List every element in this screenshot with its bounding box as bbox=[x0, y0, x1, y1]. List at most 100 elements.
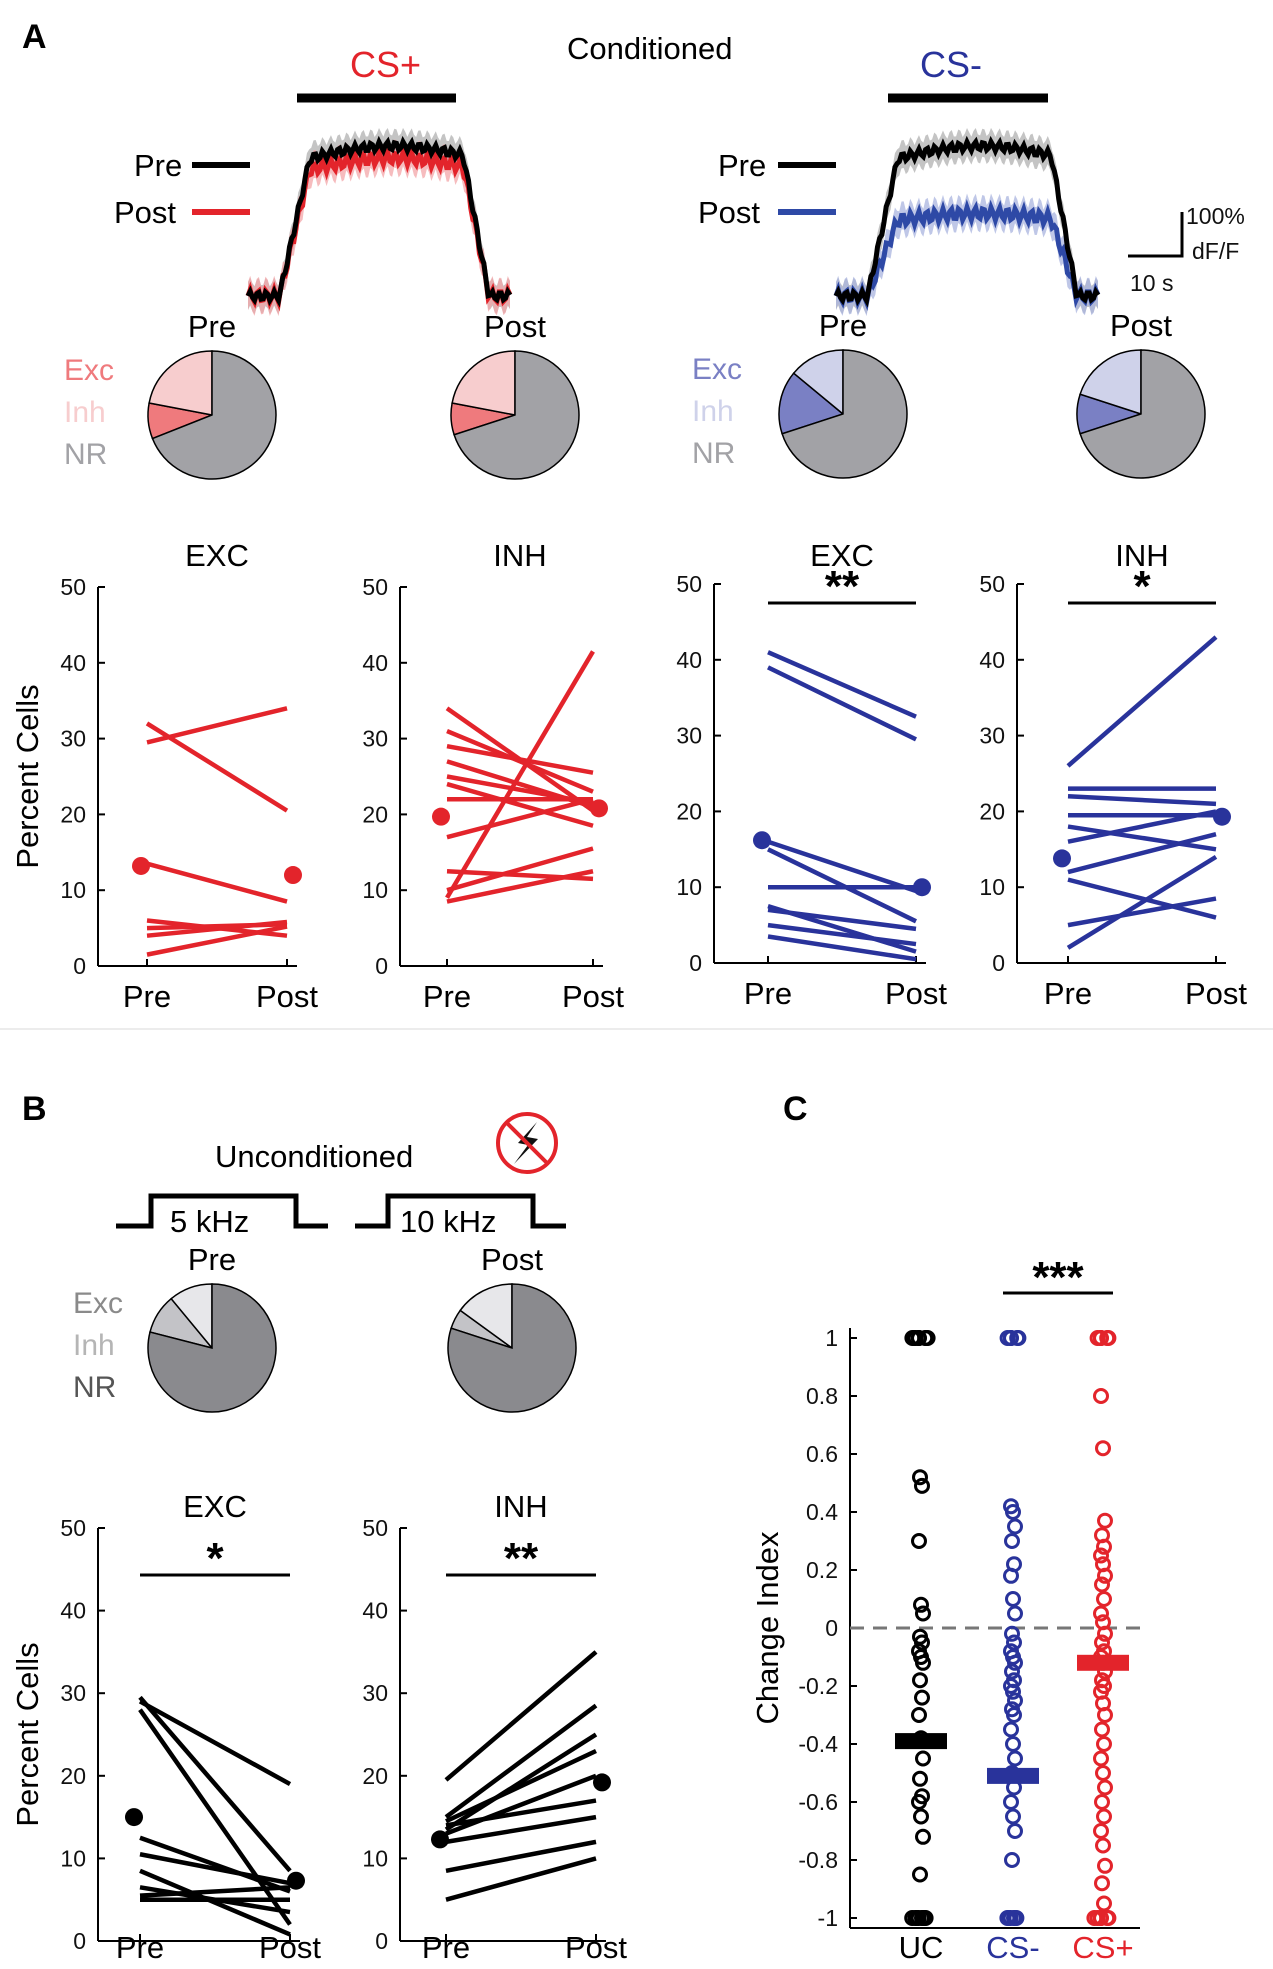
paired-line bbox=[445, 1856, 597, 1902]
paired-line bbox=[445, 1839, 597, 1873]
y-tick-label: 50 bbox=[362, 574, 388, 600]
paired-line bbox=[1067, 793, 1217, 807]
y-axis-label: Change Index bbox=[750, 1531, 785, 1725]
data-point bbox=[1096, 1736, 1112, 1752]
data-point bbox=[1093, 1547, 1109, 1564]
data-point bbox=[1007, 1823, 1023, 1839]
y-tick-label: 40 bbox=[362, 650, 388, 676]
paired-line bbox=[767, 650, 917, 719]
pie-slice-inh bbox=[148, 350, 213, 416]
x-tick-label: Pre bbox=[423, 979, 471, 1014]
data-point bbox=[1096, 1808, 1112, 1825]
mean-dot-pre bbox=[1053, 849, 1071, 868]
legend-pre-label: Pre bbox=[718, 148, 766, 183]
paired-line bbox=[445, 1798, 597, 1828]
data-point bbox=[1094, 1576, 1110, 1593]
paired-line bbox=[139, 1835, 291, 1894]
data-point bbox=[1006, 1634, 1022, 1651]
y-tick-label: 10 bbox=[60, 877, 86, 903]
pie-legend-inh: Inh bbox=[73, 1329, 115, 1362]
data-point bbox=[1006, 1707, 1022, 1723]
panel-a-title: Conditioned bbox=[567, 31, 732, 66]
data-point bbox=[1100, 1330, 1117, 1346]
paired-line bbox=[139, 1852, 291, 1886]
data-point bbox=[1097, 1512, 1113, 1529]
post-trace bbox=[833, 199, 1101, 312]
pie-legend-exc: Exc bbox=[692, 353, 742, 386]
data-point bbox=[915, 1828, 931, 1845]
pie-chart: Post bbox=[1076, 308, 1206, 479]
pie-slice-nr bbox=[447, 1283, 577, 1413]
y-tick-label: 0.6 bbox=[806, 1441, 838, 1467]
pie-slice-nr bbox=[781, 349, 908, 479]
data-point bbox=[1093, 1750, 1109, 1767]
y-tick-label: 30 bbox=[362, 1680, 388, 1706]
stim-label: CS- bbox=[920, 44, 982, 85]
y-tick-label: 20 bbox=[362, 801, 388, 827]
data-point bbox=[1003, 1794, 1019, 1810]
pie-slice-inh bbox=[1079, 349, 1142, 416]
paired-line bbox=[767, 922, 917, 947]
data-point bbox=[911, 1707, 927, 1723]
y-tick-label: 0.2 bbox=[806, 1557, 838, 1583]
data-point bbox=[911, 1794, 927, 1810]
paired-line bbox=[138, 1695, 292, 1873]
pie-legend-inh: Inh bbox=[692, 395, 734, 428]
pre-trace bbox=[833, 135, 1101, 308]
data-point bbox=[1007, 1750, 1023, 1767]
data-point bbox=[1005, 1504, 1021, 1520]
scalebar-x-label: 10 s bbox=[1130, 270, 1173, 296]
paired-line bbox=[139, 1885, 291, 1898]
significance-label: *** bbox=[1032, 1253, 1084, 1302]
panel-b-pies: Pre Exc Inh NR Post bbox=[73, 1242, 577, 1413]
chart-title: EXC bbox=[810, 538, 874, 573]
paired-line bbox=[767, 665, 917, 742]
paired-line bbox=[146, 861, 288, 904]
chart-a_csplus_inh: INH 0 10 20 30 40 50 Pre Post bbox=[362, 538, 624, 1014]
pie-slice-nr bbox=[453, 350, 580, 480]
paired-line bbox=[445, 1748, 597, 1824]
paired-line bbox=[446, 869, 594, 904]
post-sem-band bbox=[248, 138, 510, 317]
chart-a_csminus_exc: EXC 0 10 20 30 40 50 Pre Post ** bbox=[676, 538, 947, 1011]
y-tick-label: 10 bbox=[362, 1845, 388, 1871]
paired-line bbox=[1067, 824, 1217, 852]
data-point bbox=[1095, 1765, 1111, 1781]
data-point bbox=[1007, 1518, 1023, 1535]
pie-chart: Pre Exc Inh NR bbox=[73, 1242, 277, 1413]
panel-b-title: Unconditioned bbox=[215, 1139, 413, 1174]
paired-line bbox=[146, 706, 288, 745]
data-point bbox=[915, 1605, 931, 1622]
data-point bbox=[1007, 1605, 1023, 1622]
x-tick-label: Post bbox=[259, 1930, 321, 1965]
scalebar-y-label-2: dF/F bbox=[1192, 238, 1239, 264]
data-point bbox=[1004, 1663, 1020, 1680]
y-tick-label: 1 bbox=[825, 1325, 838, 1351]
data-point bbox=[914, 1634, 930, 1651]
pie-title: Post bbox=[481, 1242, 543, 1277]
y-tick-label: -0.6 bbox=[798, 1789, 838, 1815]
trace-plots: CS+ Pre Post CS- Pre Post bbox=[114, 44, 1101, 317]
pie-legend-nr: NR bbox=[692, 437, 735, 470]
data-point bbox=[1093, 1605, 1109, 1622]
data-point bbox=[1097, 1857, 1113, 1874]
data-point bbox=[1093, 1388, 1109, 1404]
data-point bbox=[1097, 1707, 1113, 1723]
y-tick-label: 40 bbox=[60, 650, 86, 676]
paired-line bbox=[445, 1814, 597, 1845]
x-tick-label: Pre bbox=[1044, 976, 1092, 1011]
y-tick-label: 0 bbox=[73, 1928, 86, 1954]
data-point bbox=[914, 1477, 930, 1494]
y-tick-label: -0.4 bbox=[798, 1731, 838, 1757]
legend-post-label: Post bbox=[114, 195, 176, 230]
data-point bbox=[906, 1330, 923, 1346]
mean-dot-post bbox=[284, 866, 302, 885]
paired-line bbox=[1067, 896, 1217, 928]
y-tick-label: 30 bbox=[60, 1680, 86, 1706]
data-point bbox=[1003, 1567, 1019, 1584]
pie-legend-exc: Exc bbox=[73, 1287, 123, 1320]
x-tick-label: Pre bbox=[744, 976, 792, 1011]
data-point bbox=[999, 1330, 1016, 1346]
data-point bbox=[913, 1808, 929, 1825]
